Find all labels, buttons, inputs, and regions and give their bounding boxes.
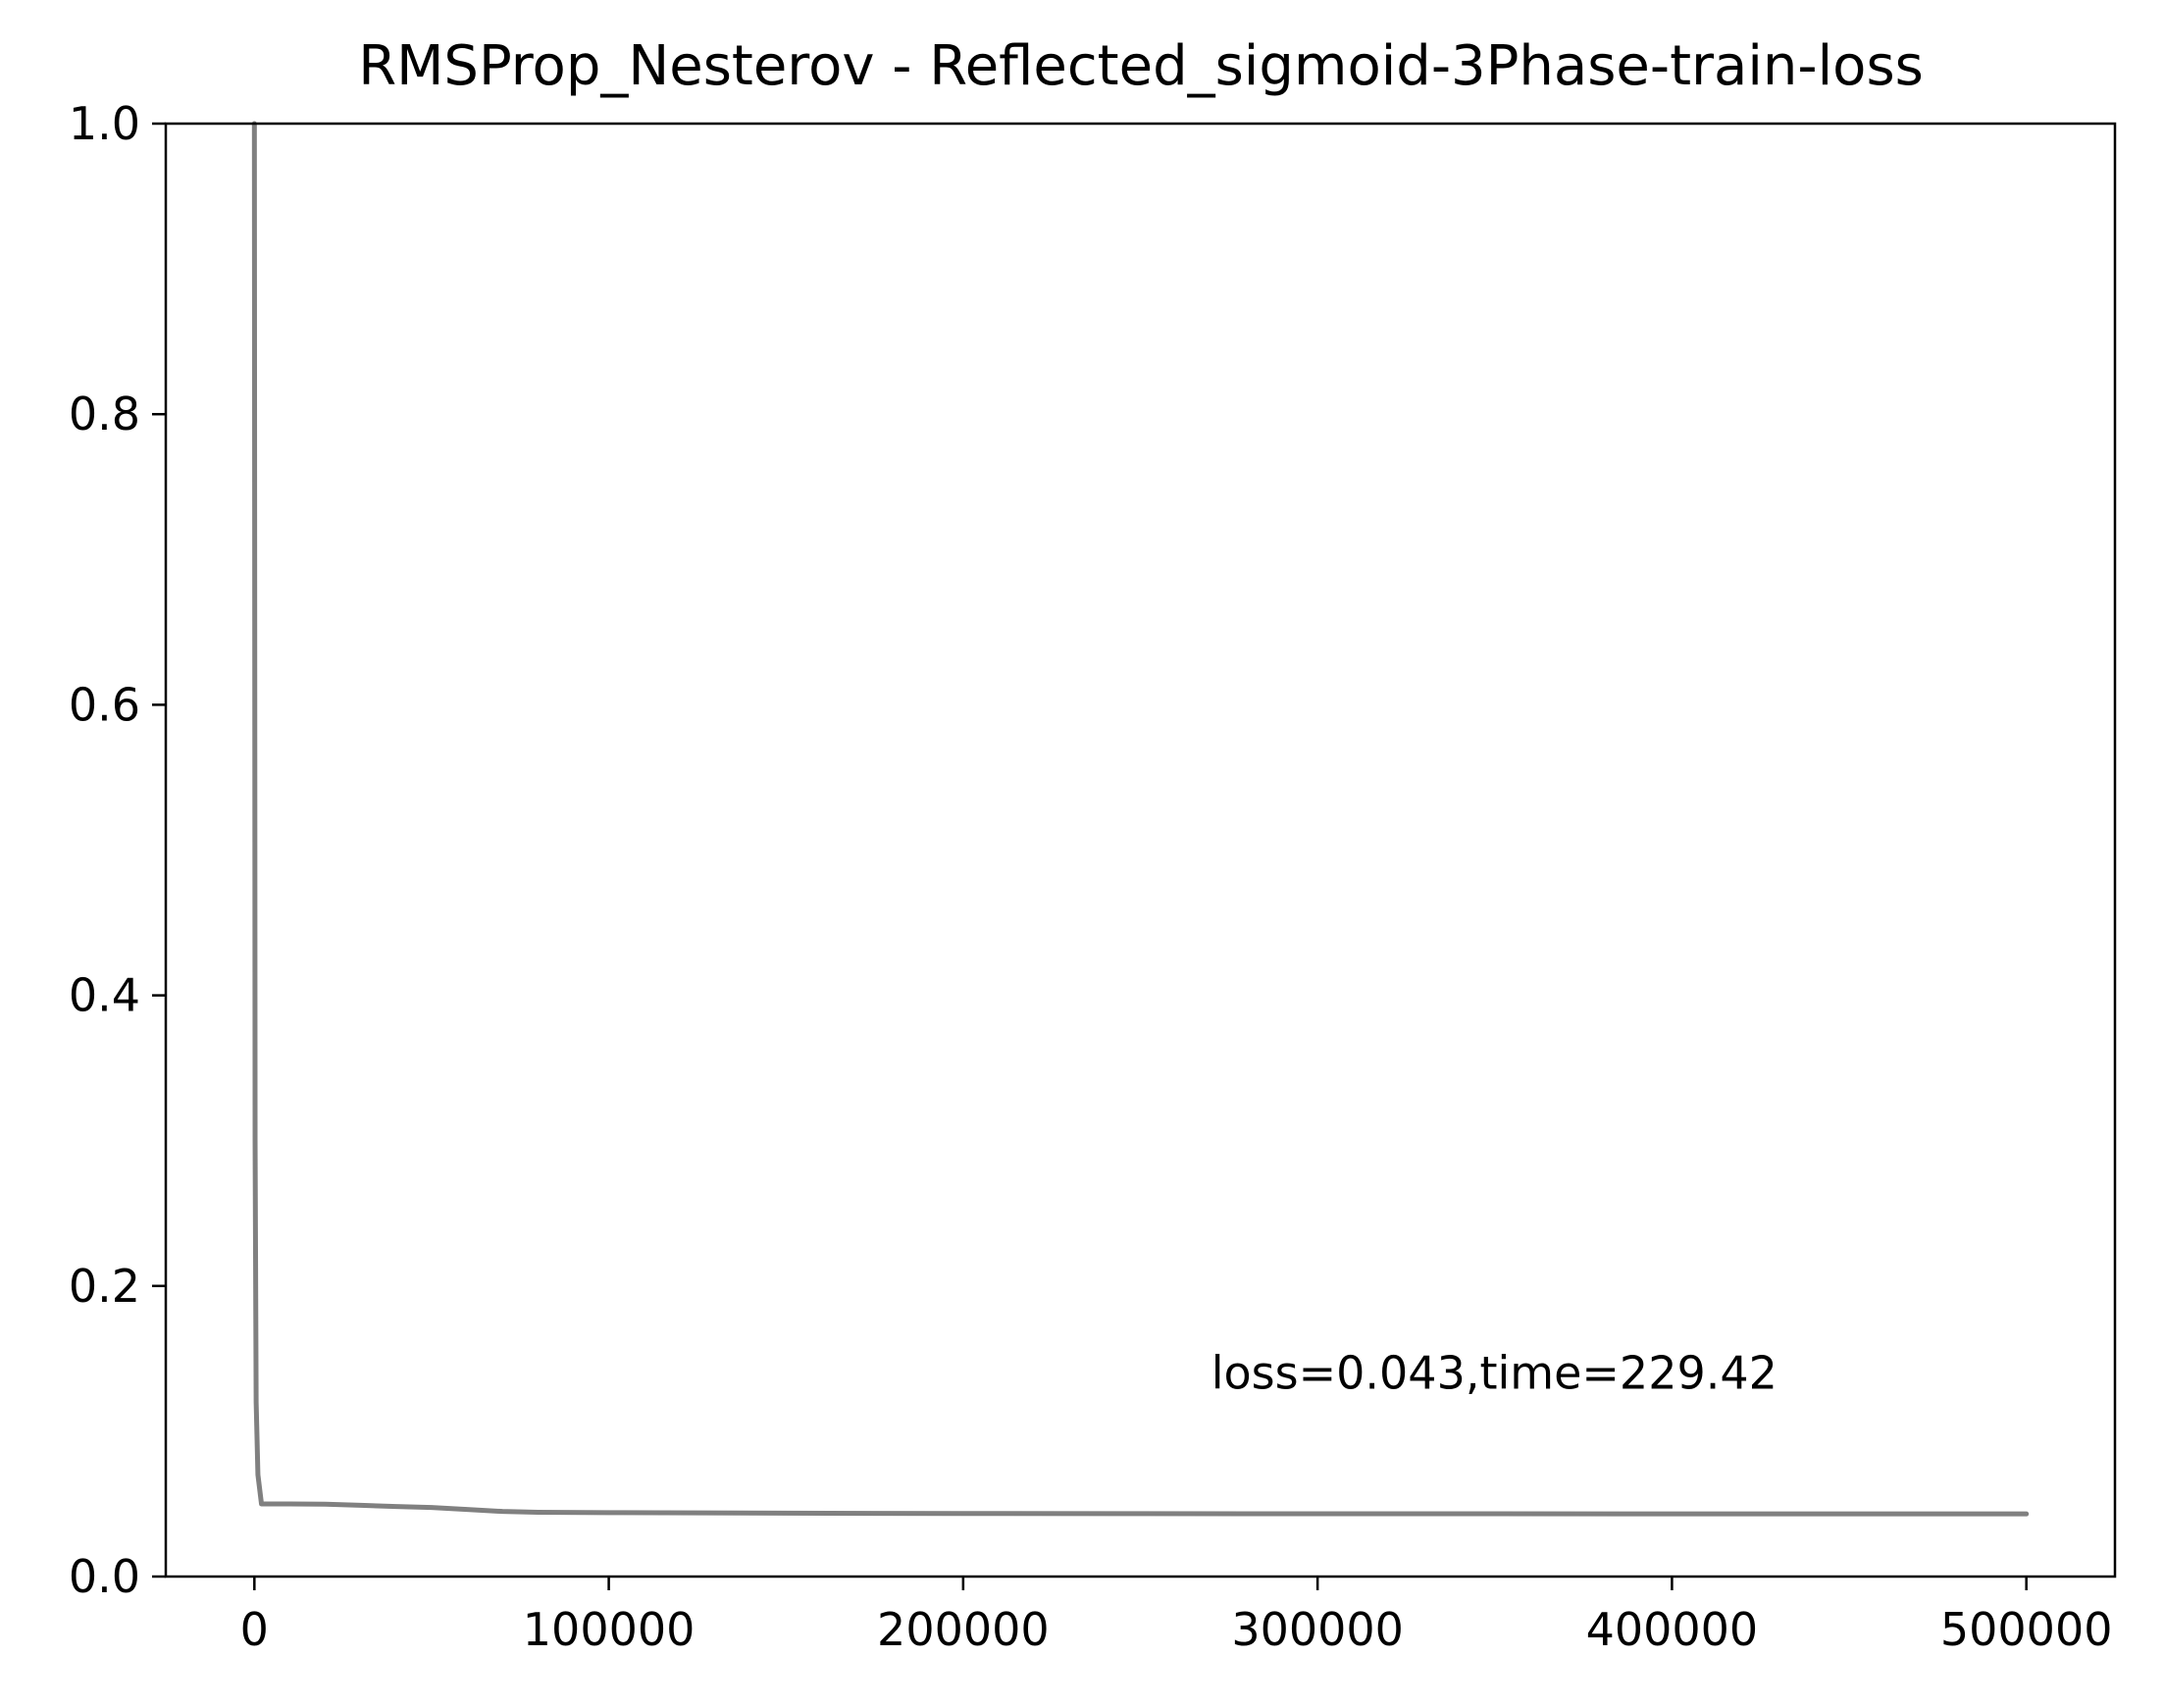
- x-tick-label: 500000: [1940, 1603, 2113, 1656]
- x-axis: 0 100000 200000 300000 400000 500000: [240, 1577, 2113, 1656]
- y-axis: 0.0 0.2 0.4 0.6 0.8 1.0: [69, 97, 166, 1603]
- x-tick-label: 100000: [523, 1603, 696, 1656]
- x-tick-label: 300000: [1231, 1603, 1404, 1656]
- x-tick-label: 400000: [1586, 1603, 1759, 1656]
- y-tick-label: 0.4: [69, 969, 140, 1022]
- y-tick-label: 0.0: [69, 1550, 140, 1603]
- loss-time-annotation: loss=0.043,time=229.42: [1211, 1347, 1778, 1400]
- x-tick-label: 0: [240, 1603, 269, 1656]
- x-tick-label: 200000: [877, 1603, 1050, 1656]
- y-tick-label: 0.2: [69, 1260, 140, 1313]
- annotation-layer: loss=0.043,time=229.42: [1211, 1347, 1778, 1400]
- y-tick-label: 0.8: [69, 388, 140, 440]
- y-tick-label: 1.0: [69, 97, 140, 150]
- chart-title: RMSProp_Nesterov - Reflected_sigmoid-3Ph…: [358, 34, 1924, 98]
- plot-area: [251, 121, 2030, 1517]
- series-line-0: [251, 121, 2030, 1517]
- axes-frame: [164, 122, 2117, 1579]
- y-tick-label: 0.6: [69, 678, 140, 731]
